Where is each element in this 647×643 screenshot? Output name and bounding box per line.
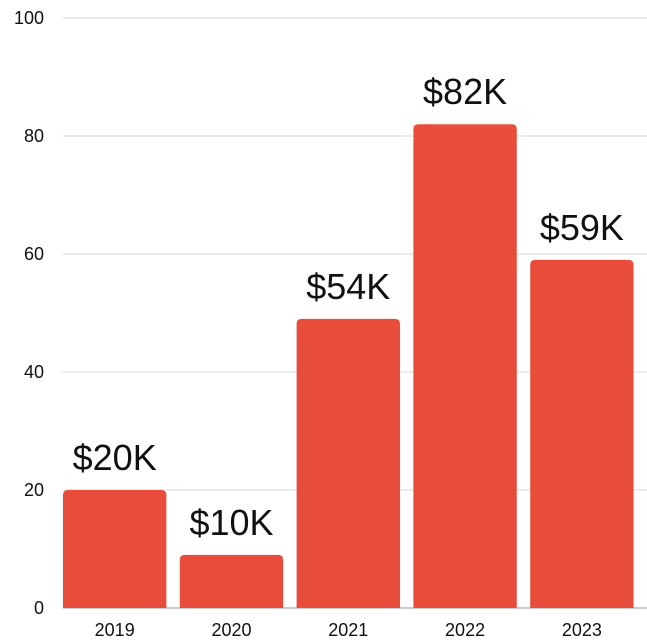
data-label-2019: $20K [73, 437, 157, 478]
bar-2023 [530, 259, 634, 608]
data-labels: $20K $10K $54K $82K $59K [73, 71, 624, 543]
x-tick-label-2020: 2020 [211, 620, 251, 640]
y-tick-label: 100 [14, 8, 44, 28]
bar-2022 [413, 124, 517, 608]
data-label-2023: $59K [540, 207, 624, 248]
data-label-2020: $10K [189, 502, 273, 543]
y-tick-label: 80 [24, 126, 44, 146]
x-tick-label-2022: 2022 [445, 620, 485, 640]
y-tick-label: 0 [34, 598, 44, 618]
x-tick-label-2019: 2019 [95, 620, 135, 640]
bar-2020 [179, 554, 284, 608]
y-tick-label: 20 [24, 480, 44, 500]
bar-2019 [63, 490, 167, 608]
x-tick-label-2023: 2023 [562, 620, 602, 640]
y-tick-label: 60 [24, 244, 44, 264]
y-axis-ticks: 0 20 40 60 80 100 [14, 8, 44, 618]
bar-2021 [296, 318, 400, 608]
bars [63, 124, 634, 608]
data-label-2021: $54K [306, 266, 390, 307]
y-tick-label: 40 [24, 362, 44, 382]
x-tick-label-2021: 2021 [328, 620, 368, 640]
x-axis-ticks: 2019 2020 2021 2022 2023 [95, 620, 602, 640]
data-label-2022: $82K [423, 71, 507, 112]
